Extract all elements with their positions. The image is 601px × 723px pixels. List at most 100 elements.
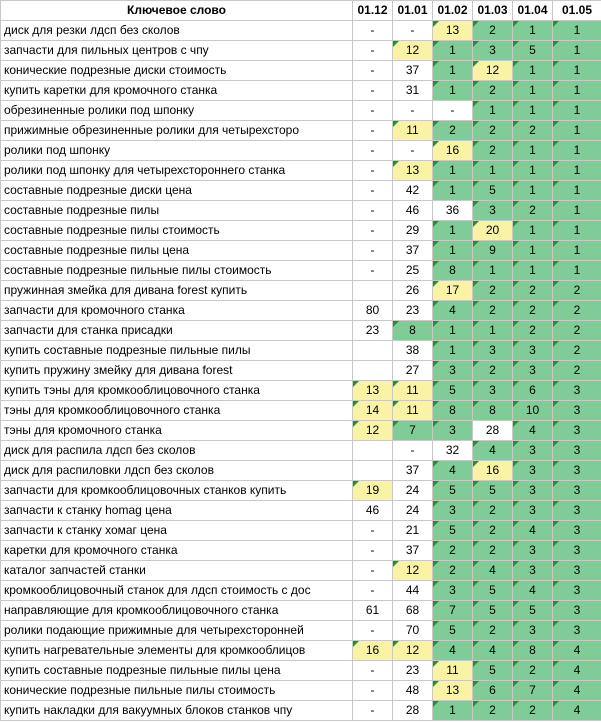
keyword-cell[interactable]: запчасти для пильных центров с чпу bbox=[0, 40, 353, 61]
position-cell[interactable]: 3 bbox=[512, 620, 553, 641]
position-cell[interactable]: - bbox=[352, 220, 393, 241]
position-cell[interactable]: 24 bbox=[392, 480, 433, 501]
position-cell[interactable]: 5 bbox=[432, 480, 473, 501]
position-cell[interactable]: 2 bbox=[432, 120, 473, 141]
position-cell[interactable]: 2 bbox=[472, 20, 513, 41]
position-cell[interactable]: 17 bbox=[432, 280, 473, 301]
position-cell[interactable]: 2 bbox=[472, 360, 513, 381]
position-cell[interactable]: 2 bbox=[472, 120, 513, 141]
position-cell[interactable]: 3 bbox=[552, 420, 601, 441]
position-cell[interactable]: 3 bbox=[472, 340, 513, 361]
position-cell[interactable]: 12 bbox=[472, 60, 513, 81]
keyword-cell[interactable]: запчасти к станку homag цена bbox=[0, 500, 353, 521]
position-cell[interactable]: 68 bbox=[392, 600, 433, 621]
keyword-cell[interactable]: пружинная змейка для дивана forest купит… bbox=[0, 280, 353, 301]
position-cell[interactable]: 44 bbox=[392, 580, 433, 601]
keyword-cell[interactable]: обрезиненные ролики под шпонку bbox=[0, 100, 353, 121]
keyword-cell[interactable]: каретки для кромочного станка bbox=[0, 540, 353, 561]
position-cell[interactable]: 31 bbox=[392, 80, 433, 101]
position-cell[interactable]: 3 bbox=[552, 460, 601, 481]
position-cell[interactable]: 4 bbox=[472, 640, 513, 661]
position-cell[interactable]: 3 bbox=[552, 560, 601, 581]
position-cell[interactable]: 16 bbox=[432, 140, 473, 161]
position-cell[interactable]: 2 bbox=[552, 300, 601, 321]
position-cell[interactable]: 2 bbox=[512, 300, 553, 321]
position-cell[interactable]: - bbox=[352, 120, 393, 141]
position-cell[interactable]: - bbox=[352, 660, 393, 681]
position-cell[interactable]: 8 bbox=[392, 320, 433, 341]
keyword-cell[interactable]: купить накладки для вакуумных блоков ста… bbox=[0, 700, 353, 721]
position-cell[interactable]: 2 bbox=[512, 200, 553, 221]
position-cell[interactable]: 4 bbox=[552, 660, 601, 681]
position-cell[interactable]: 2 bbox=[512, 660, 553, 681]
position-cell[interactable]: 3 bbox=[432, 580, 473, 601]
position-cell[interactable]: 3 bbox=[512, 560, 553, 581]
position-cell[interactable]: 2 bbox=[472, 700, 513, 721]
keyword-cell[interactable]: запчасти для кромкооблицовочных станков … bbox=[0, 480, 353, 501]
position-cell[interactable]: 1 bbox=[472, 320, 513, 341]
position-cell[interactable]: 3 bbox=[512, 440, 553, 461]
position-cell[interactable]: 3 bbox=[432, 500, 473, 521]
position-cell[interactable]: 7 bbox=[512, 680, 553, 701]
position-cell[interactable]: 1 bbox=[432, 180, 473, 201]
position-cell[interactable]: 2 bbox=[472, 520, 513, 541]
position-cell[interactable]: 3 bbox=[472, 380, 513, 401]
position-cell[interactable]: 11 bbox=[432, 660, 473, 681]
position-cell[interactable]: 4 bbox=[432, 640, 473, 661]
position-cell[interactable]: 1 bbox=[432, 320, 473, 341]
keyword-cell[interactable]: купить составные подрезные пильные пилы bbox=[0, 340, 353, 361]
position-cell[interactable]: 2 bbox=[512, 120, 553, 141]
position-cell[interactable]: - bbox=[392, 440, 433, 461]
position-cell[interactable]: 1 bbox=[432, 220, 473, 241]
position-cell[interactable]: 12 bbox=[352, 420, 393, 441]
position-cell[interactable]: 5 bbox=[512, 40, 553, 61]
position-cell[interactable]: 2 bbox=[432, 540, 473, 561]
position-cell[interactable] bbox=[352, 340, 393, 361]
position-cell[interactable]: 7 bbox=[432, 600, 473, 621]
position-cell[interactable]: - bbox=[352, 60, 393, 81]
keyword-cell[interactable]: диск для распиловки лдсп без сколов bbox=[0, 460, 353, 481]
position-cell[interactable]: 2 bbox=[432, 560, 473, 581]
keyword-cell[interactable]: купить составные подрезные пильные пилы … bbox=[0, 660, 353, 681]
position-cell[interactable]: 2 bbox=[552, 280, 601, 301]
keyword-cell[interactable]: запчасти для кромочного станка bbox=[0, 300, 353, 321]
position-cell[interactable]: 1 bbox=[432, 340, 473, 361]
position-cell[interactable]: 3 bbox=[552, 380, 601, 401]
position-cell[interactable]: 23 bbox=[352, 320, 393, 341]
position-cell[interactable]: 46 bbox=[392, 200, 433, 221]
position-cell[interactable]: 3 bbox=[552, 600, 601, 621]
position-cell[interactable]: 3 bbox=[512, 460, 553, 481]
position-cell[interactable]: - bbox=[352, 200, 393, 221]
position-cell[interactable]: 1 bbox=[432, 700, 473, 721]
position-cell[interactable]: 3 bbox=[552, 540, 601, 561]
position-cell[interactable] bbox=[352, 460, 393, 481]
position-cell[interactable]: 21 bbox=[392, 520, 433, 541]
position-cell[interactable]: - bbox=[352, 260, 393, 281]
position-cell[interactable]: 3 bbox=[552, 440, 601, 461]
position-cell[interactable]: 4 bbox=[512, 420, 553, 441]
position-cell[interactable]: 2 bbox=[472, 500, 513, 521]
position-cell[interactable]: 16 bbox=[352, 640, 393, 661]
position-cell[interactable]: 3 bbox=[552, 620, 601, 641]
position-cell[interactable]: - bbox=[352, 80, 393, 101]
position-cell[interactable]: 1 bbox=[552, 180, 601, 201]
position-cell[interactable]: 1 bbox=[552, 100, 601, 121]
position-cell[interactable]: 20 bbox=[472, 220, 513, 241]
position-cell[interactable]: 2 bbox=[512, 280, 553, 301]
position-cell[interactable]: 1 bbox=[472, 260, 513, 281]
position-cell[interactable]: 24 bbox=[392, 500, 433, 521]
position-cell[interactable]: 5 bbox=[472, 180, 513, 201]
position-cell[interactable]: - bbox=[352, 700, 393, 721]
position-cell[interactable]: 28 bbox=[472, 420, 513, 441]
position-cell[interactable]: 1 bbox=[512, 80, 553, 101]
position-cell[interactable]: 3 bbox=[552, 520, 601, 541]
position-cell[interactable]: 37 bbox=[392, 540, 433, 561]
keyword-cell[interactable]: составные подрезные диски цена bbox=[0, 180, 353, 201]
position-cell[interactable]: 4 bbox=[512, 580, 553, 601]
position-cell[interactable]: 3 bbox=[472, 200, 513, 221]
position-cell[interactable]: - bbox=[352, 40, 393, 61]
position-cell[interactable]: 6 bbox=[472, 680, 513, 701]
position-cell[interactable]: 5 bbox=[472, 660, 513, 681]
position-cell[interactable]: - bbox=[352, 140, 393, 161]
position-cell[interactable]: 2 bbox=[472, 80, 513, 101]
